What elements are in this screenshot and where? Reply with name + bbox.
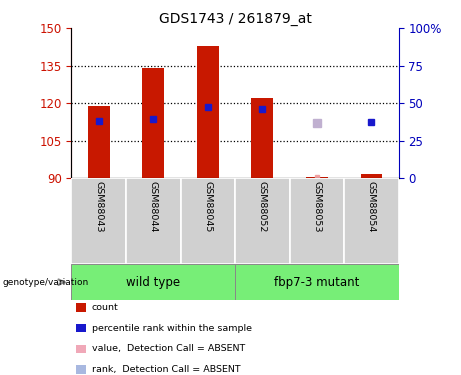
Text: GSM88044: GSM88044 (149, 181, 158, 232)
Text: value,  Detection Call = ABSENT: value, Detection Call = ABSENT (92, 344, 245, 353)
Text: GSM88054: GSM88054 (367, 181, 376, 232)
Text: genotype/variation: genotype/variation (2, 278, 89, 286)
Text: fbp7-3 mutant: fbp7-3 mutant (274, 276, 360, 289)
Text: GSM88043: GSM88043 (94, 181, 103, 232)
Bar (344, 178, 399, 264)
Bar (235, 264, 399, 300)
Bar (306, 177, 328, 178)
Bar (361, 174, 382, 178)
Text: percentile rank within the sample: percentile rank within the sample (92, 324, 252, 333)
Bar (290, 178, 344, 264)
Bar (71, 178, 126, 264)
Bar (235, 178, 290, 264)
Bar (71, 264, 235, 300)
Bar (142, 68, 164, 178)
Bar (252, 98, 273, 178)
Bar (88, 106, 110, 178)
Bar (126, 178, 181, 264)
Text: wild type: wild type (126, 276, 180, 289)
Bar (197, 46, 219, 178)
Text: GSM88052: GSM88052 (258, 181, 267, 232)
Text: GSM88045: GSM88045 (203, 181, 213, 232)
Title: GDS1743 / 261879_at: GDS1743 / 261879_at (159, 12, 312, 26)
Bar (181, 178, 235, 264)
Text: rank,  Detection Call = ABSENT: rank, Detection Call = ABSENT (92, 365, 240, 374)
Text: GSM88053: GSM88053 (313, 181, 321, 232)
Text: count: count (92, 303, 118, 312)
